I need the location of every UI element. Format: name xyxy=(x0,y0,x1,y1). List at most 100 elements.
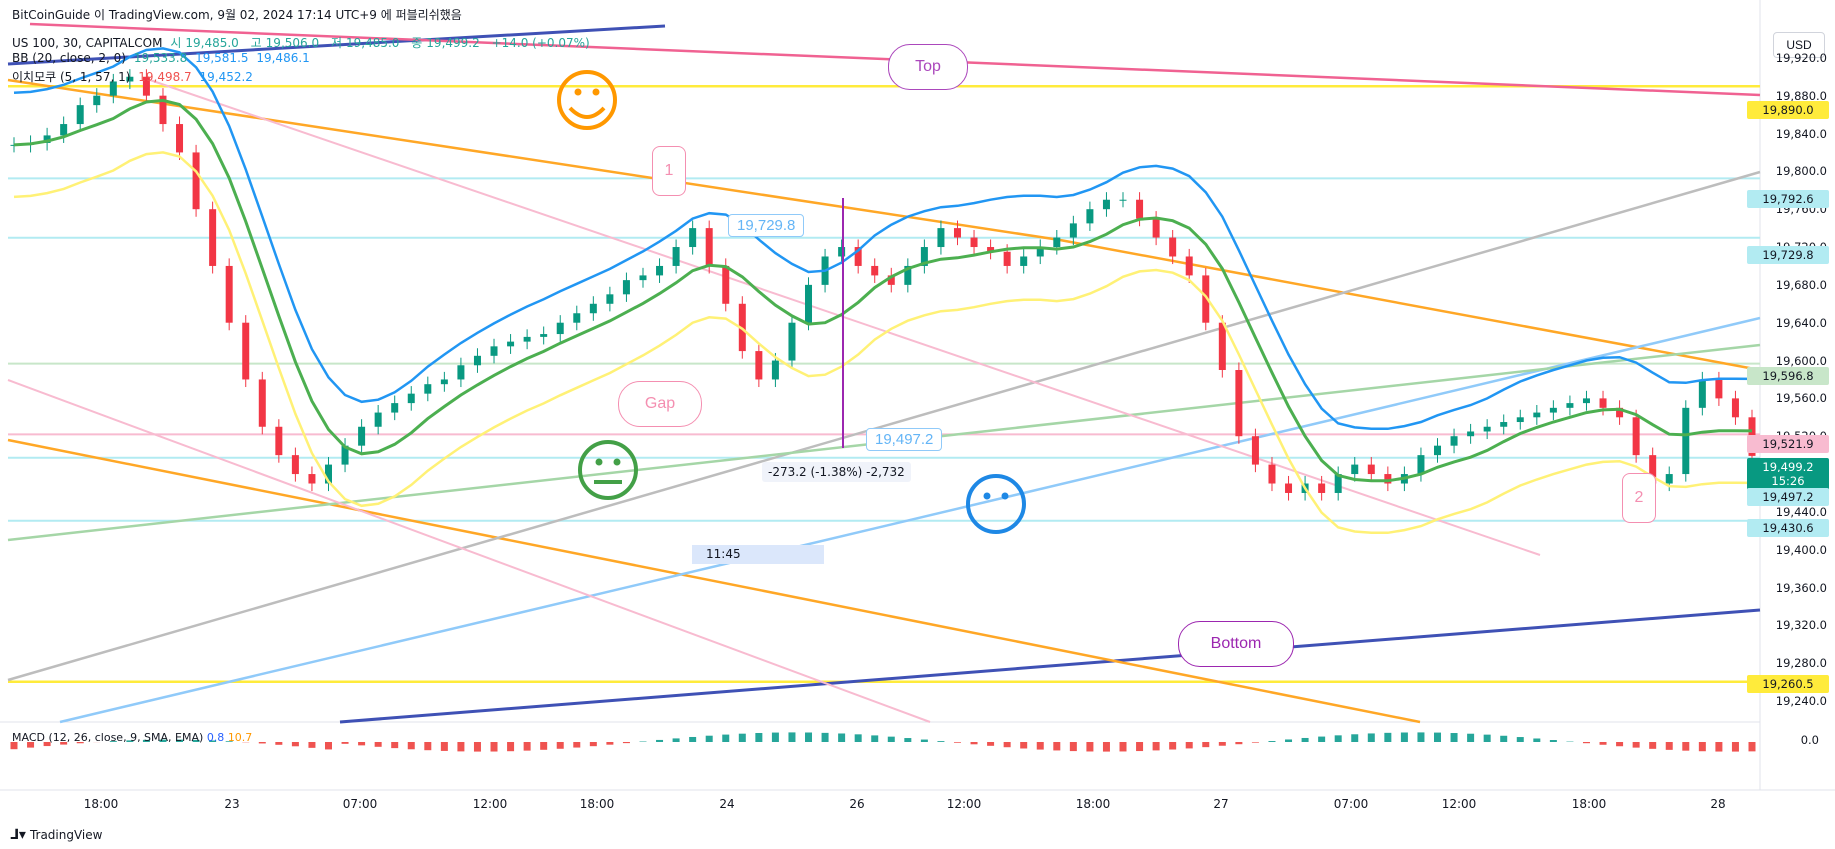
candle-body xyxy=(242,322,250,380)
candle-body xyxy=(523,336,531,342)
candle-body xyxy=(556,322,564,335)
bb-basis: 19,533.8 xyxy=(133,51,188,65)
callout-one[interactable]: 1 xyxy=(652,146,686,196)
y-tick-label: 19,280.0 xyxy=(1775,656,1827,671)
bb-legend: BB (20, close, 2, 0) 19,533.8 19,581.5 1… xyxy=(12,51,314,65)
candle-body xyxy=(1003,251,1011,266)
candle-body xyxy=(1632,417,1640,456)
macd-bar xyxy=(805,732,813,742)
candle-body xyxy=(1566,403,1574,408)
y-tick-label: 19,240.0 xyxy=(1775,694,1827,709)
macd-v1: 0.8 xyxy=(206,731,225,744)
bb-upper: 19,581.5 xyxy=(195,51,249,65)
callout-gap[interactable]: Gap xyxy=(618,381,702,427)
macd-bar xyxy=(1367,733,1375,742)
candle-body xyxy=(854,247,862,266)
candle-body xyxy=(1086,209,1094,224)
candle-body xyxy=(970,237,978,248)
macd-bar xyxy=(1102,742,1110,752)
tradingview-logo[interactable]: ⅃▾ TradingView xyxy=(10,827,102,843)
callout-bottom[interactable]: Bottom xyxy=(1178,621,1294,667)
macd-label: MACD (12, 26, close, 9, SMA, EMA) xyxy=(12,731,204,744)
macd-bar xyxy=(1020,742,1028,749)
macd-bar xyxy=(1665,742,1673,750)
macd-bar xyxy=(374,742,382,747)
trend-line xyxy=(1059,238,1761,372)
macd-bar xyxy=(1400,732,1408,742)
ichimoku-legend: 이치모쿠 (5, 1, 57, 1) 19,498.7 19,452.2 xyxy=(12,68,257,85)
y-tick-label: 19,920.0 xyxy=(1775,50,1827,65)
candle-body xyxy=(1351,464,1359,475)
smiley-dizzy-icon xyxy=(966,474,1026,534)
macd-bar xyxy=(1417,732,1425,742)
macd-bar xyxy=(60,742,68,745)
candle-body xyxy=(953,228,961,238)
macd-bar xyxy=(970,742,978,745)
smiley-happy-icon xyxy=(557,70,617,130)
macd-bar xyxy=(43,742,51,747)
candle-body xyxy=(1202,275,1210,323)
candle-body xyxy=(771,360,779,380)
price-tag-low[interactable]: 19,497.2 xyxy=(866,428,943,451)
macd-bar xyxy=(1649,742,1657,749)
y-tick-label: 19,320.0 xyxy=(1775,618,1827,633)
y-tick-label: 19,360.0 xyxy=(1775,580,1827,595)
price-level-label: 19,890.0 xyxy=(1747,101,1829,119)
x-tick-label: 28 xyxy=(1710,797,1726,811)
macd-bar xyxy=(1301,737,1309,742)
trend-line xyxy=(59,316,1761,724)
candle-body xyxy=(1500,422,1508,427)
macd-bar xyxy=(1136,742,1144,752)
candle-body xyxy=(1136,199,1144,219)
candle-body xyxy=(291,455,299,475)
smiley-neutral-icon-eye xyxy=(595,458,603,466)
candle-body xyxy=(1251,436,1259,465)
change-value: +14.0 (+0.07%) xyxy=(491,36,590,50)
candle-body xyxy=(457,365,465,380)
price-tag-high[interactable]: 19,729.8 xyxy=(728,214,805,237)
macd-bar xyxy=(76,742,84,744)
macd-v2: 10.7 xyxy=(227,731,253,744)
macd-bar xyxy=(540,742,548,750)
candle-body xyxy=(1185,256,1193,276)
smiley-neutral-icon xyxy=(578,440,638,500)
candle-body xyxy=(490,346,498,356)
macd-bar xyxy=(1069,742,1077,752)
candle-body xyxy=(60,124,68,136)
candle-body xyxy=(1318,483,1326,493)
smiley-happy-icon-eye xyxy=(592,88,600,96)
measure-readout: -273.2 (-1.38%) -2,732 xyxy=(762,462,911,482)
candle-body xyxy=(1616,407,1624,418)
currency-button[interactable]: USD xyxy=(1773,32,1825,58)
macd-bar xyxy=(473,742,481,752)
macd-bar xyxy=(1549,740,1557,742)
candle-body xyxy=(43,135,51,143)
candle-body xyxy=(209,209,217,266)
candle-body xyxy=(1533,412,1541,418)
y-tick-label: 19,800.0 xyxy=(1775,164,1827,179)
price-level-label: 19,596.8 xyxy=(1747,367,1829,385)
callout-two[interactable]: 2 xyxy=(1622,473,1656,523)
tv-logo-icon: ⅃▾ xyxy=(10,827,26,843)
callout-top[interactable]: Top xyxy=(888,44,968,90)
price-level-label: 19,497.2 xyxy=(1747,488,1829,506)
price-level-label: 19,499.2 xyxy=(1747,458,1829,476)
candle-body xyxy=(987,247,995,252)
candle-body xyxy=(258,379,266,427)
candle-body xyxy=(1450,436,1458,446)
x-tick-label: 23 xyxy=(224,797,240,811)
ichimoku-label: 이치모쿠 (5, 1, 57, 1) xyxy=(12,70,131,84)
candle-body xyxy=(126,76,134,82)
trend-line xyxy=(149,79,1541,556)
macd-bar xyxy=(1599,742,1607,745)
y-tick-label: 19,880.0 xyxy=(1775,88,1827,103)
smiley-mouth xyxy=(568,106,606,119)
macd-bar xyxy=(1268,741,1276,742)
candle-body xyxy=(672,247,680,266)
macd-bar xyxy=(1632,742,1640,748)
smiley-neutral-icon-eye xyxy=(613,458,621,466)
candle-body xyxy=(1036,247,1044,257)
candle-body xyxy=(1467,431,1475,437)
bb-basis-line xyxy=(13,98,1753,483)
